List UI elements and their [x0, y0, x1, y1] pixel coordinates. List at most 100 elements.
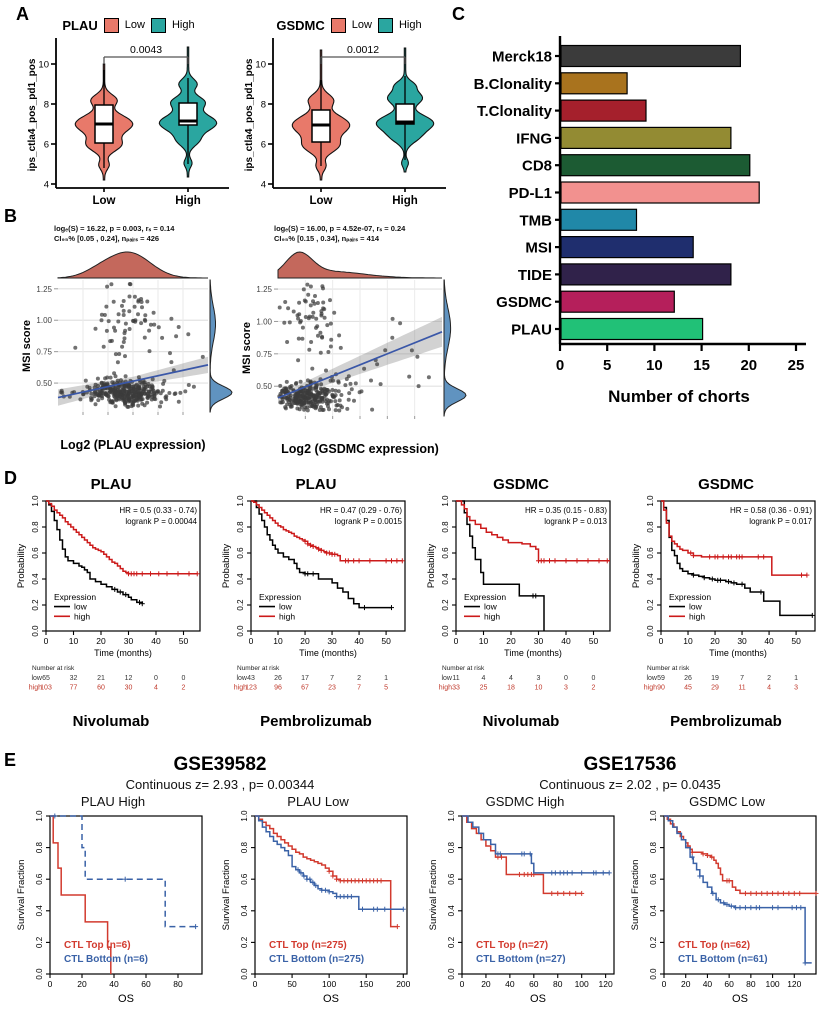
svg-text:100: 100	[322, 979, 336, 989]
svg-text:CTL Bottom (n=27): CTL Bottom (n=27)	[476, 954, 566, 965]
svg-text:0: 0	[659, 636, 664, 646]
svg-text:Expression: Expression	[259, 592, 301, 602]
svg-text:CTL Top (n=275): CTL Top (n=275)	[269, 940, 347, 951]
surv-title: GSDMC Low	[689, 794, 765, 809]
gse39582-subtitle: Continuous z= 2.93 , p= 0.00344	[125, 777, 315, 792]
svg-text:1: 1	[384, 675, 388, 682]
svg-text:0: 0	[44, 636, 49, 646]
svg-text:50: 50	[791, 636, 801, 646]
svg-text:6: 6	[261, 140, 266, 151]
svg-text:CTL Bottom (n=275): CTL Bottom (n=275)	[269, 954, 364, 965]
svg-text:2: 2	[592, 685, 596, 692]
svg-text:4: 4	[261, 180, 266, 191]
svg-text:Log2 (GSDMC expression): Log2 (GSDMC expression)	[281, 442, 439, 456]
svg-text:0.6: 0.6	[441, 547, 450, 559]
svg-text:Survival Fraction: Survival Fraction	[630, 860, 641, 931]
svg-text:low: low	[646, 675, 657, 682]
svg-text:12: 12	[125, 675, 133, 682]
svg-text:19: 19	[711, 675, 719, 682]
legend-label-high: High	[398, 19, 422, 31]
svg-text:30: 30	[124, 636, 134, 646]
svg-text:0.0: 0.0	[649, 968, 658, 980]
svg-text:50: 50	[381, 636, 391, 646]
svg-text:Expression: Expression	[669, 592, 711, 602]
svg-text:11: 11	[452, 675, 459, 682]
svg-text:HR = 0.47 (0.29 - 0.76): HR = 0.47 (0.29 - 0.76)	[320, 506, 402, 515]
svg-text:90: 90	[657, 685, 665, 692]
svg-text:67: 67	[301, 685, 309, 692]
svg-text:8: 8	[261, 100, 266, 111]
svg-text:logrank P = 0.017: logrank P = 0.017	[749, 517, 812, 526]
plau-scatter-chart: 0.50 0.75 1.00 1.25 MSI score Log2 (PLAU expr…	[21, 251, 233, 452]
svg-text:high: high	[234, 685, 247, 692]
svg-text:TIDE: TIDE	[518, 267, 552, 284]
svg-text:OS: OS	[530, 993, 546, 1005]
svg-text:Survival Fraction: Survival Fraction	[16, 860, 27, 931]
svg-text:0.2: 0.2	[447, 936, 456, 948]
svg-text:0: 0	[253, 979, 258, 989]
svg-text:20: 20	[710, 636, 720, 646]
svg-text:0.0: 0.0	[646, 625, 655, 637]
svg-text:Merck18: Merck18	[492, 49, 552, 66]
svg-text:0.4: 0.4	[441, 573, 450, 585]
gse17536-subtitle: Continuous z= 2.02 , p= 0.0435	[539, 777, 721, 792]
svg-text:0.8: 0.8	[649, 841, 658, 853]
violin-legend-gsdmc: GSDMC Low High	[243, 16, 455, 34]
scatter-stats-gsdmc: logₑ(S) = 16.00, p = 4.52e-07, rₛ = 0.24…	[240, 224, 472, 244]
svg-text:high: high	[74, 611, 90, 621]
svg-text:Log2 (PLAU expression): Log2 (PLAU expression)	[60, 438, 205, 452]
svg-text:0: 0	[564, 675, 568, 682]
svg-text:0: 0	[592, 675, 596, 682]
svg-text:Low: Low	[93, 195, 116, 207]
svg-text:1.0: 1.0	[447, 810, 456, 822]
gsdmc-scatter-chart: 0.50 0.75 1.00 1.25 MSI score Log2 (GSDMC exp…	[241, 251, 467, 456]
svg-text:10: 10	[646, 357, 663, 374]
svg-text:low: low	[441, 675, 452, 682]
drug-label: Nivolumab	[72, 713, 150, 730]
gse17536-title: GSE17536	[583, 754, 677, 775]
svg-text:7: 7	[740, 675, 744, 682]
svg-text:0.8: 0.8	[31, 521, 40, 533]
svg-text:59: 59	[657, 675, 665, 682]
svg-text:MSI score: MSI score	[241, 322, 253, 374]
svg-text:4: 4	[509, 675, 513, 682]
svg-text:Probability: Probability	[221, 544, 232, 589]
svg-text:0.0: 0.0	[447, 968, 456, 980]
svg-text:0.6: 0.6	[240, 873, 249, 885]
panel-e-label: E	[4, 750, 17, 770]
svg-text:high: high	[439, 685, 452, 692]
svg-text:4: 4	[767, 685, 771, 692]
legend-swatch-low	[103, 17, 119, 33]
svg-text:0.0: 0.0	[441, 625, 450, 637]
svg-text:0.8: 0.8	[240, 841, 249, 853]
svg-text:3: 3	[564, 685, 568, 692]
svg-text:123: 123	[245, 685, 257, 692]
svg-text:low: low	[31, 675, 42, 682]
scatter-plot-plau: logₑ(S) = 16.22, p = 0.003, rₛ = 0.14 CI…	[20, 224, 238, 456]
km-title: GSDMC	[698, 476, 754, 493]
svg-text:0.4: 0.4	[35, 905, 44, 917]
legend-label-high: High	[171, 19, 195, 31]
svg-text:0: 0	[662, 979, 667, 989]
svg-text:4: 4	[482, 675, 486, 682]
svg-text:0.4: 0.4	[240, 905, 249, 917]
km-title: PLAU	[295, 476, 337, 493]
svg-text:45: 45	[684, 685, 692, 692]
svg-text:3: 3	[537, 675, 541, 682]
svg-text:0.6: 0.6	[31, 547, 40, 559]
svg-text:Survival Fraction: Survival Fraction	[428, 860, 439, 931]
svg-text:0: 0	[556, 357, 564, 374]
svg-text:1.0: 1.0	[240, 810, 249, 822]
svg-text:0.8: 0.8	[447, 841, 456, 853]
svg-text:1.0: 1.0	[236, 495, 245, 507]
surv-plot-gsdmc-high: GSDMC High 0.0 0.2 0.4 0.6 0.8 1.0 Survival Fr…	[424, 794, 626, 1018]
km-title: GSDMC	[493, 476, 549, 493]
svg-text:0: 0	[154, 675, 158, 682]
svg-text:120: 120	[599, 979, 613, 989]
svg-text:MSI: MSI	[525, 240, 552, 257]
svg-text:ips_ctla4_pos_pd1_pos: ips_ctla4_pos_pd1_pos	[27, 58, 38, 171]
svg-text:100: 100	[765, 979, 779, 989]
km-plot-gsdmc-nivolumab: GSDMC 0.0 0.2 0.4 0.6 0.8 1.0 Probability 0 10 20…	[422, 476, 620, 730]
